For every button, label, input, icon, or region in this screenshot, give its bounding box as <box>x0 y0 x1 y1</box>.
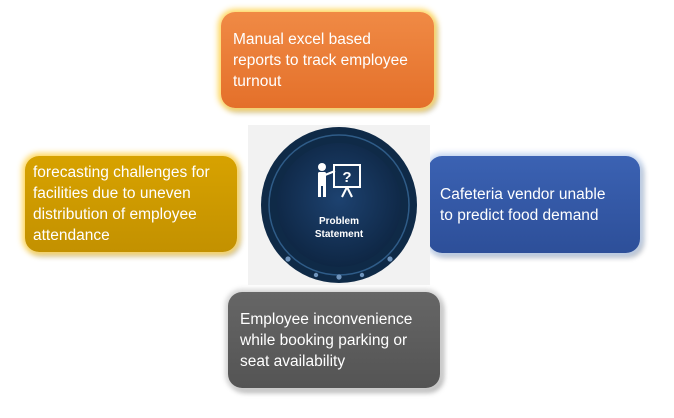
card-manual-excel-reports: Manual excel based reports to track empl… <box>221 12 434 108</box>
hub-label-line2: Statement <box>314 229 364 240</box>
problem-statement-hub: ? Problem Statement <box>248 125 430 285</box>
hub-label-line1: Problem <box>318 216 359 227</box>
presenter-question-board-icon: ? <box>318 163 361 198</box>
card-text: forecasting challenges for facilities du… <box>33 164 210 244</box>
hub-circle: ? <box>261 127 417 283</box>
card-text: Manual excel based reports to track empl… <box>233 30 408 90</box>
card-forecasting-challenges: forecasting challenges for facilities du… <box>25 156 237 252</box>
card-text: Employee inconvenience while booking par… <box>240 310 413 370</box>
card-text: Cafeteria vendor unable to predict food … <box>440 185 606 224</box>
svg-text:?: ? <box>342 169 351 186</box>
card-employee-inconvenience: Employee inconvenience while booking par… <box>228 292 440 388</box>
card-cafeteria-vendor: Cafeteria vendor unable to predict food … <box>428 156 640 253</box>
